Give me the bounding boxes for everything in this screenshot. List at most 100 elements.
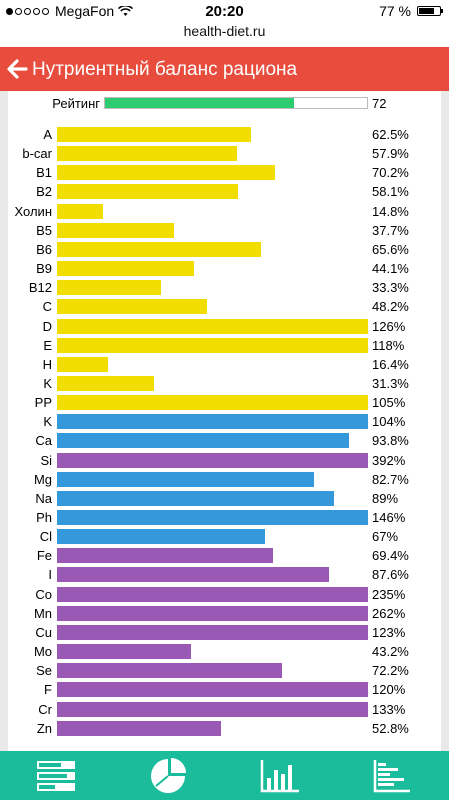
nutrient-bar (57, 624, 368, 640)
nutrient-label: Fe (36, 548, 52, 564)
nutrient-value: 82.7% (372, 471, 409, 487)
nutrient-value: 58.1% (372, 184, 409, 200)
nutrient-bar (57, 299, 207, 315)
nutrient-label: Cl (39, 529, 52, 545)
nutrient-bar (57, 318, 368, 334)
nutrient-value: 126% (372, 318, 406, 334)
nutrient-row: E 118% (0, 336, 449, 355)
nutrient-bar (57, 490, 334, 506)
nutrient-row: B9 44.1% (0, 259, 449, 278)
nutrient-row: A 62.5% (0, 125, 449, 144)
nutrient-value: 43.2% (372, 644, 409, 660)
nutrient-bar (57, 414, 368, 430)
nutrient-row: Cr 133% (0, 700, 449, 719)
bottom-tab-bar (0, 751, 449, 800)
nutrient-label: PP (34, 395, 52, 411)
wifi-icon (118, 5, 134, 16)
nutrient-value: 44.1% (372, 261, 409, 277)
nutrient-row: Ca 93.8% (0, 431, 449, 450)
nutrient-row: D 126% (0, 317, 449, 336)
nutrient-row: B1 70.2% (0, 163, 449, 182)
battery-icon (417, 6, 443, 16)
nutrient-label: Co (35, 586, 52, 602)
status-bar: MegaFon 20:20 77 % (0, 0, 449, 22)
rating-progress (104, 97, 368, 109)
nutrient-label: K (43, 375, 52, 391)
nutrient-row: Se 72.2% (0, 661, 449, 680)
bar-chart-icon (260, 759, 299, 792)
nutrient-bar (57, 241, 261, 257)
nutrient-value: 123% (372, 624, 406, 640)
nutrient-row: F 120% (0, 680, 449, 699)
nutrient-value: 65.6% (372, 241, 409, 257)
nutrient-label: F (44, 682, 52, 698)
nutrient-value: 87.6% (372, 567, 409, 583)
nutrient-value: 37.7% (372, 222, 409, 238)
tab-list[interactable] (0, 751, 112, 800)
nutrient-label: Cu (35, 624, 52, 640)
nutrient-value: 118% (372, 337, 405, 353)
nutrient-bar (57, 280, 161, 296)
nutrient-label: E (43, 337, 52, 353)
nutrient-row: Co 235% (0, 585, 449, 604)
nutrient-label: B1 (36, 165, 52, 181)
nutrient-bar (57, 146, 237, 162)
carrier-name: MegaFon (55, 3, 115, 19)
nutrient-label: Cr (38, 701, 52, 717)
nutrient-bar (57, 395, 368, 411)
nutrient-label: B6 (36, 241, 52, 257)
nutrient-row: Mg 82.7% (0, 470, 449, 489)
nutrient-label: Ph (36, 510, 52, 525)
nutrient-bar (57, 337, 368, 353)
nutrient-row: H 16.4% (0, 355, 449, 374)
nutrient-label: b-car (22, 146, 52, 162)
nutrient-bar (57, 433, 349, 449)
nutrient-bar (57, 184, 238, 200)
nutrient-row: b-car 57.9% (0, 144, 449, 163)
tab-bar-chart[interactable] (224, 751, 336, 800)
nutrient-bar (57, 510, 368, 525)
nutrient-value: 72.2% (372, 663, 409, 679)
nutrient-bar (57, 222, 174, 238)
nutrient-bar (57, 203, 103, 219)
rating-label: Рейтинг (52, 96, 100, 111)
nutrient-bar (57, 127, 251, 142)
hbar-chart-icon (373, 759, 410, 792)
nutrient-value: 52.8% (372, 720, 409, 736)
nutrient-label: Ca (35, 433, 52, 449)
nutrient-bar (57, 701, 368, 717)
tab-pie[interactable] (112, 751, 224, 800)
nutrient-row: Fe 69.4% (0, 546, 449, 565)
nutrient-label: A (43, 127, 52, 142)
nutrient-value: 93.8% (372, 433, 409, 449)
nutrient-value: 31.3% (372, 375, 409, 391)
nutrient-value: 69.4% (372, 548, 409, 564)
nutrient-value: 235% (372, 586, 406, 602)
nutrient-bar (57, 548, 273, 564)
nutrient-value: 16.4% (372, 356, 409, 372)
nutrient-label: Mn (33, 605, 52, 621)
signal-icon (6, 7, 49, 15)
nutrient-label: K (43, 414, 52, 430)
battery-percent: 77 % (379, 3, 411, 19)
nutrient-row: C 48.2% (0, 297, 449, 316)
url-bar[interactable]: health-diet.ru (183, 23, 266, 39)
tab-hbar-chart[interactable] (336, 751, 448, 800)
nutrient-value: 57.9% (372, 146, 409, 162)
nutrient-row: I 87.6% (0, 565, 449, 584)
arrow-left-icon[interactable] (6, 58, 28, 80)
nutrient-row: Холин 14.8% (0, 202, 449, 221)
nutrient-value: 392% (372, 452, 406, 468)
nutrient-label: C (42, 299, 52, 315)
nutrient-bar (57, 567, 329, 583)
nutrient-value: 48.2% (372, 299, 409, 315)
nutrient-value: 133% (372, 701, 406, 717)
nutrient-row: B6 65.6% (0, 240, 449, 259)
rating-row: Рейтинг 72 (0, 96, 449, 111)
nutrient-value: 67% (372, 529, 399, 545)
nutrient-value: 33.3% (372, 280, 409, 296)
rating-fill (105, 98, 294, 108)
nutrient-row: B2 58.1% (0, 182, 449, 201)
nutrient-label: Холин (14, 203, 53, 219)
nutrient-row: B12 33.3% (0, 278, 449, 297)
